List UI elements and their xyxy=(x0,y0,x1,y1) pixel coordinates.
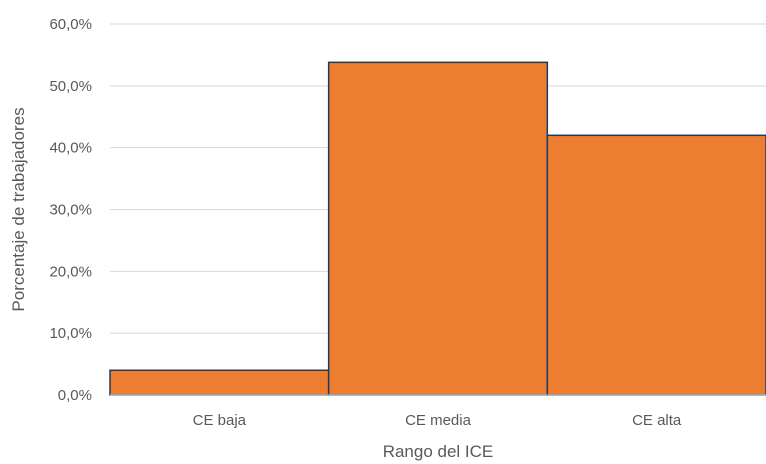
x-axis-ticks: CE baja CE media CE alta xyxy=(193,412,682,429)
y-tick-label: 0,0% xyxy=(58,387,92,404)
x-tick-label: CE media xyxy=(405,412,472,429)
x-tick-label: CE alta xyxy=(632,412,682,429)
bar xyxy=(327,61,549,396)
bar xyxy=(109,369,330,396)
y-tick-label: 60,0% xyxy=(49,16,92,33)
bars xyxy=(109,61,766,396)
y-axis-title: Porcentaje de trabajadores xyxy=(9,107,28,311)
y-tick-label: 30,0% xyxy=(49,202,92,219)
y-tick-label: 40,0% xyxy=(49,140,92,157)
y-tick-label: 10,0% xyxy=(49,325,92,342)
y-axis-ticks: 0,0% 10,0% 20,0% 30,0% 40,0% 50,0% 60,0% xyxy=(49,16,92,404)
x-tick-label: CE baja xyxy=(193,412,247,429)
y-tick-label: 20,0% xyxy=(49,263,92,280)
x-axis-title: Rango del ICE xyxy=(383,442,494,461)
bar xyxy=(546,134,766,396)
y-tick-label: 50,0% xyxy=(49,78,92,95)
